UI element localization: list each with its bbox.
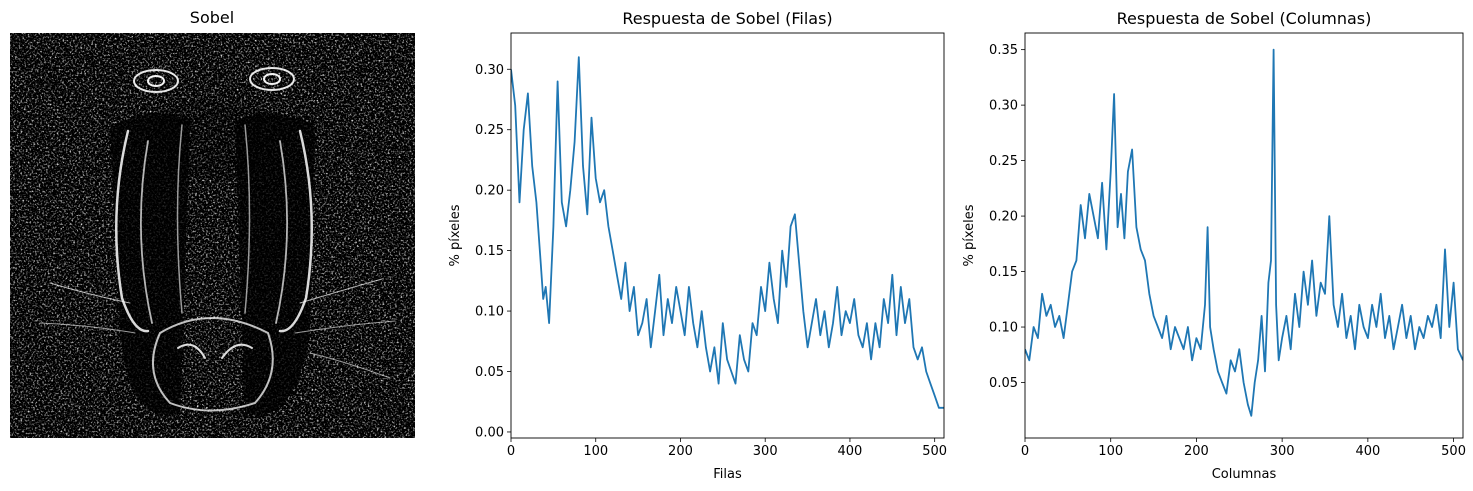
x-tick-label: 300 <box>753 444 778 459</box>
x-tick-label: 0 <box>1021 444 1029 459</box>
sobel-image-title: Sobel <box>189 8 235 27</box>
x-tick-label: 300 <box>1270 444 1295 459</box>
x-tick-label: 500 <box>922 444 947 459</box>
y-tick-label: 0.15 <box>989 265 1018 280</box>
series-line-0 <box>1025 48 1463 417</box>
y-tick-label: 0.35 <box>989 43 1018 58</box>
x-tick-label: 400 <box>1355 444 1380 459</box>
plot-frame <box>510 32 945 439</box>
x-axis-label: Filas <box>713 467 742 482</box>
y-tick-label: 0.10 <box>475 305 504 320</box>
chart-filas: Respuesta de Sobel (Filas) 0 100 200 300 400 5… <box>448 9 947 482</box>
series-line-0 <box>511 56 944 409</box>
y-tick-label: 0.10 <box>989 321 1018 336</box>
y-axis-label: % píxeles <box>962 204 977 266</box>
x-tick-label: 500 <box>1441 444 1466 459</box>
y-tick-label: 0.15 <box>475 244 504 259</box>
sobel-edge-image <box>10 33 415 438</box>
y-tick-label: 0.25 <box>989 154 1018 169</box>
x-tick-label: 400 <box>838 444 863 459</box>
plot-frame <box>1024 32 1464 439</box>
y-tick-label: 0.30 <box>989 99 1018 114</box>
y-tick-label: 0.05 <box>475 365 504 380</box>
x-tick-label: 100 <box>1098 444 1123 459</box>
y-tick-label: 0.00 <box>475 425 504 440</box>
x-axis-label: Columnas <box>1212 467 1277 482</box>
x-tick-label: 0 <box>507 444 515 459</box>
x-tick-label: 100 <box>583 444 608 459</box>
chart-columnas: Respuesta de Sobel (Columnas) 0 100 200 300 4… <box>962 9 1466 482</box>
y-tick-label: 0.05 <box>989 376 1018 391</box>
x-tick-label: 200 <box>1184 444 1209 459</box>
x-tick-label: 200 <box>668 444 693 459</box>
chart-title: Respuesta de Sobel (Filas) <box>622 9 832 28</box>
y-tick-label: 0.25 <box>475 123 504 138</box>
y-tick-label: 0.30 <box>475 63 504 78</box>
y-tick-label: 0.20 <box>475 184 504 199</box>
y-axis-label: % píxeles <box>448 204 463 266</box>
y-tick-label: 0.20 <box>989 210 1018 225</box>
chart-title: Respuesta de Sobel (Columnas) <box>1117 9 1372 28</box>
